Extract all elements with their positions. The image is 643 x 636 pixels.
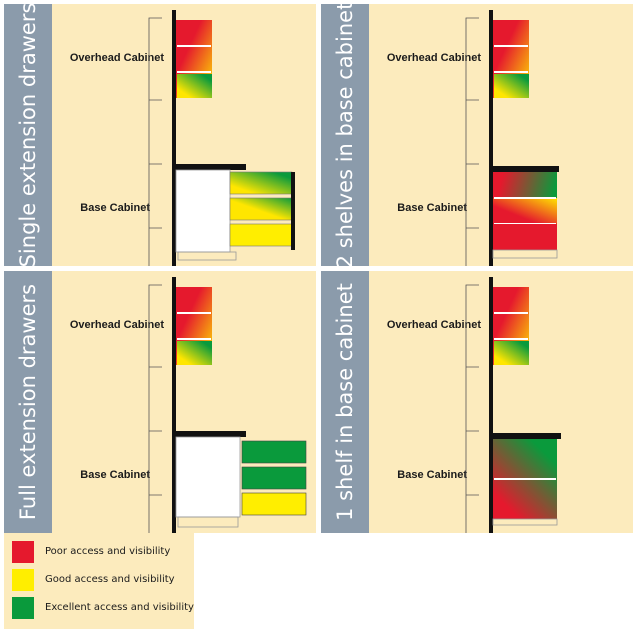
panel-title: Single extension drawers bbox=[16, 4, 40, 266]
countertop bbox=[493, 166, 559, 172]
legend-swatch-green bbox=[12, 597, 34, 619]
legend: Poor access and visibility Good access a… bbox=[4, 533, 194, 629]
toe-kick bbox=[492, 249, 558, 259]
toe-kick bbox=[492, 518, 558, 526]
cabinet-diagram bbox=[148, 277, 307, 533]
wall bbox=[489, 10, 493, 266]
cabinet-diagram bbox=[148, 10, 295, 266]
legend-label: Excellent access and visibility bbox=[45, 602, 194, 613]
cabinet-diagram bbox=[465, 10, 559, 266]
panel-title: 1 shelf in base cabinet bbox=[333, 283, 357, 521]
base-cabinet-label: Base Cabinet bbox=[80, 469, 150, 481]
panel-side-bar: 1 shelf in base cabinet bbox=[321, 271, 369, 533]
wall bbox=[489, 277, 493, 533]
legend-label: Poor access and visibility bbox=[45, 546, 171, 557]
panel-title: Full extension drawers bbox=[16, 283, 40, 521]
base-cabinet-label: Base Cabinet bbox=[397, 469, 467, 481]
toe-kick bbox=[177, 251, 237, 261]
overhead-cabinet-label: Overhead Cabinet bbox=[69, 319, 164, 331]
overhead-cabinet-label: Overhead Cabinet bbox=[386, 319, 481, 331]
legend-label: Good access and visibility bbox=[45, 574, 175, 585]
drawer-bottom bbox=[241, 492, 307, 516]
base-cabinet-label: Base Cabinet bbox=[80, 202, 150, 214]
drawer-middle bbox=[241, 466, 307, 490]
drawer-middle bbox=[229, 197, 293, 221]
cabinet-diagram bbox=[465, 277, 561, 533]
cabinet-box bbox=[175, 169, 231, 253]
cabinet-box bbox=[175, 436, 241, 518]
overhead-cabinet-label: Overhead Cabinet bbox=[69, 52, 164, 64]
panel-full-extension-drawers: Full extension drawers Overhead Cabinet … bbox=[4, 271, 316, 533]
drawer-top bbox=[229, 171, 293, 195]
legend-swatch-red bbox=[12, 541, 34, 563]
drawer-bottom bbox=[229, 223, 293, 247]
panel-title: 2 shelves in base cabinet bbox=[333, 4, 357, 266]
base-cabinet-label: Base Cabinet bbox=[397, 202, 467, 214]
countertop bbox=[176, 431, 246, 437]
panel-side-bar: Single extension drawers bbox=[4, 4, 52, 266]
drawer-top bbox=[241, 440, 307, 464]
panel-side-bar: 2 shelves in base cabinet bbox=[321, 4, 369, 266]
panel-side-bar: Full extension drawers bbox=[4, 271, 52, 533]
wall bbox=[172, 10, 176, 266]
wall bbox=[172, 277, 176, 533]
panel-1-shelf-base-cabinet: 1 shelf in base cabinet Overhead Cabinet… bbox=[321, 271, 633, 533]
legend-swatch-yellow bbox=[12, 569, 34, 591]
toe-kick bbox=[177, 516, 239, 528]
panel-2-shelves-base-cabinet: 2 shelves in base cabinet Overhead Cabin… bbox=[321, 4, 633, 266]
panel-single-extension-drawers: Single extension drawers Overhead Cabine… bbox=[4, 4, 316, 266]
countertop bbox=[493, 433, 561, 439]
overhead-cabinet-label: Overhead Cabinet bbox=[386, 52, 481, 64]
countertop bbox=[176, 164, 246, 170]
